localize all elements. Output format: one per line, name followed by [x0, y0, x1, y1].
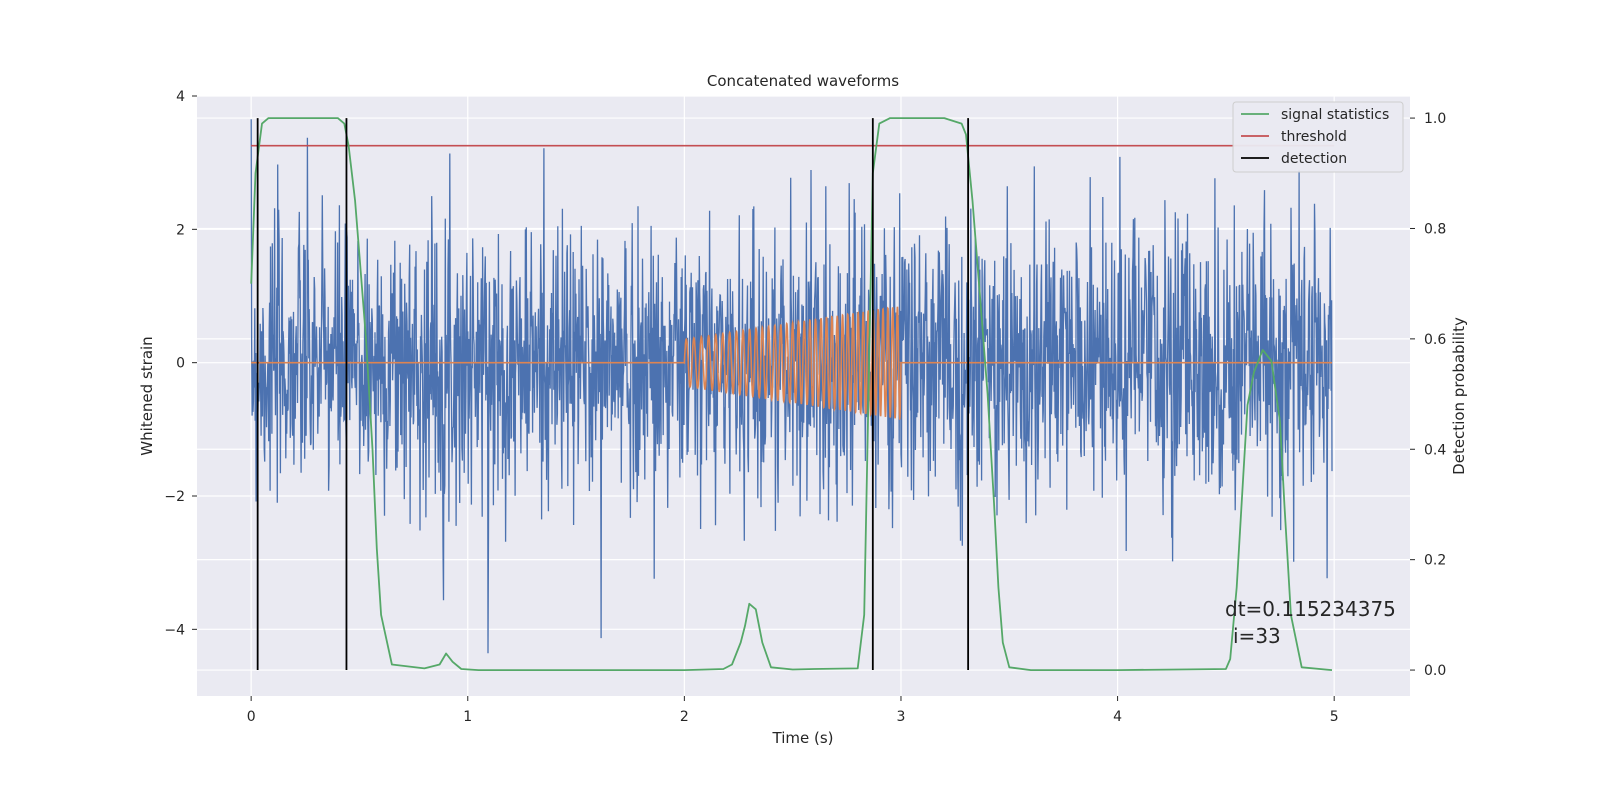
y-axis-label: Whitened strain	[138, 336, 156, 455]
y-tick-label: 4	[176, 89, 185, 105]
x-axis-label: Time (s)	[772, 729, 834, 747]
x-tick-label: 1	[463, 709, 472, 725]
y2-tick-label: 0.0	[1424, 663, 1446, 679]
x-tick-label: 5	[1330, 709, 1339, 725]
y2-tick-label: 0.8	[1424, 221, 1446, 237]
y-tick-label: 0	[176, 356, 185, 372]
annotation-dt: dt=0.115234375	[1225, 597, 1396, 621]
legend-label-threshold: threshold	[1281, 129, 1347, 145]
y2-tick-label: 0.2	[1424, 553, 1446, 569]
legend-frame	[1232, 101, 1404, 173]
y-tick-label: 2	[176, 222, 185, 238]
y2-tick-label: 0.6	[1424, 332, 1446, 348]
tick-labels: 0 1 2 3 4 5 −4 −2 0 2 4 0.0 0.2 0.4 0.6 0.8 1.0	[164, 89, 1446, 725]
strain-series-line	[250, 119, 1333, 654]
y2-axis-label: Detection probability	[1450, 317, 1468, 475]
signal-statistics-line	[250, 117, 1333, 671]
annotation-i: i=33	[1233, 624, 1281, 648]
legend-label-detection: detection	[1281, 151, 1347, 167]
y-tick-label: −4	[164, 622, 185, 638]
x-tick-label: 4	[1113, 709, 1122, 725]
legend-label-signal-statistics: signal statistics	[1281, 107, 1389, 123]
y2-tick-label: 0.4	[1424, 442, 1446, 458]
legend: signal statistics threshold detection	[1232, 101, 1404, 173]
y2-tick-label: 1.0	[1424, 111, 1446, 127]
x-tick-label: 3	[897, 709, 906, 725]
chart-title: Concatenated waveforms	[707, 72, 899, 90]
x-tick-label: 0	[247, 709, 256, 725]
injected-signal-line	[251, 306, 1333, 421]
y-tick-label: −2	[164, 489, 185, 505]
x-tick-label: 2	[680, 709, 689, 725]
series-layer	[250, 117, 1335, 671]
